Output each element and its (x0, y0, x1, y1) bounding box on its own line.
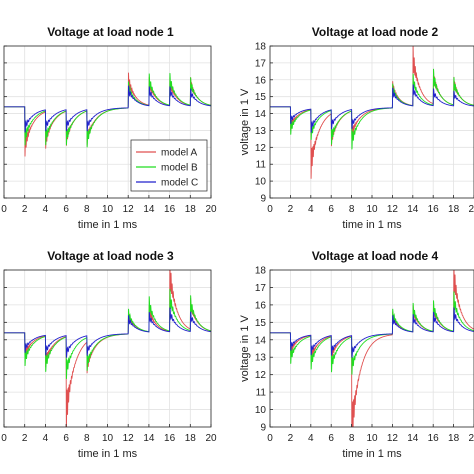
y-tick-label: 14 (255, 109, 267, 120)
x-tick-label: 14 (407, 433, 419, 444)
x-tick-label: 20 (468, 433, 474, 444)
x-tick-label: 16 (164, 433, 176, 444)
x-tick-label: 20 (205, 204, 217, 215)
chart-panel-2: 0 2 4 6 8 10 12 14 16 18 20 9 10 11 12 13 14 15 16 17 18 Volt… (239, 25, 474, 231)
x-tick-label: 8 (349, 204, 355, 215)
x-tick-label: 6 (63, 204, 69, 215)
y-tick-label: 9 (260, 194, 266, 205)
x-tick-label: 12 (387, 204, 399, 215)
series-line-model-c (270, 84, 474, 133)
x-tick-label: 8 (84, 204, 90, 215)
x-tick-label: 2 (22, 204, 28, 215)
x-tick-label: 4 (308, 433, 314, 444)
x-tick-label: 18 (185, 433, 197, 444)
chart-title: Voltage at load node 4 (312, 249, 439, 263)
y-tick-label: 9 (260, 423, 266, 434)
chart-title: Voltage at load node 3 (47, 249, 174, 263)
y-tick-label: 17 (255, 58, 267, 69)
y-tick-label: 14 (255, 335, 267, 346)
chart-panel-1: 024681012141618209101112131415161718Volt… (0, 25, 217, 231)
x-tick-label: 6 (63, 433, 69, 444)
y-tick-label: 15 (255, 92, 267, 103)
x-tick-label: 20 (468, 204, 474, 215)
chart-title: Voltage at load node 2 (312, 25, 439, 39)
x-tick-label: 2 (22, 433, 28, 444)
x-axis-label: time in 1 ms (78, 219, 138, 231)
y-axis-label: voltage in 1 V (239, 88, 251, 155)
x-tick-label: 10 (102, 433, 114, 444)
y-tick-label: 11 (256, 388, 267, 399)
x-tick-label: 14 (143, 204, 155, 215)
y-tick-label: 12 (255, 370, 267, 381)
legend-entry: model B (161, 163, 198, 174)
y-tick-label: 13 (255, 126, 267, 137)
x-tick-label: 18 (448, 204, 460, 215)
x-tick-label: 12 (387, 433, 399, 444)
x-tick-label: 6 (328, 204, 334, 215)
series-line-model-b (270, 291, 474, 375)
legend-entry: model C (161, 178, 198, 189)
x-tick-label: 2 (288, 433, 294, 444)
y-tick-label: 16 (255, 75, 267, 86)
y-tick-label: 11 (256, 160, 267, 171)
x-tick-label: 0 (267, 204, 273, 215)
x-tick-label: 10 (102, 204, 114, 215)
series-line-model-c (4, 307, 211, 358)
x-tick-label: 12 (123, 204, 135, 215)
x-tick-label: 16 (164, 204, 176, 215)
x-tick-label: 8 (349, 433, 355, 444)
y-tick-label: 18 (255, 266, 267, 277)
y-tick-label: 16 (255, 300, 267, 311)
y-tick-label: 18 (255, 42, 267, 53)
x-tick-label: 0 (267, 433, 273, 444)
y-tick-label: 15 (255, 318, 267, 329)
y-tick-label: 13 (255, 353, 267, 364)
x-tick-label: 16 (428, 433, 440, 444)
x-tick-label: 14 (143, 433, 155, 444)
series-line-model-b (270, 68, 474, 150)
x-tick-label: 6 (328, 433, 334, 444)
series-line-model-b (4, 73, 211, 148)
x-tick-label: 12 (123, 433, 135, 444)
chart-title: Voltage at load node 1 (47, 25, 174, 39)
series-line-model-c (270, 307, 474, 358)
x-tick-label: 0 (1, 433, 7, 444)
series-line-model-c (4, 85, 211, 133)
legend-entry: model A (161, 148, 197, 159)
x-tick-label: 10 (366, 204, 378, 215)
x-tick-label: 0 (1, 204, 7, 215)
y-tick-label: 17 (255, 283, 267, 294)
x-tick-label: 4 (43, 433, 49, 444)
x-tick-label: 10 (366, 433, 378, 444)
y-tick-label: 12 (255, 143, 267, 154)
y-tick-label: 10 (255, 405, 267, 416)
x-tick-label: 2 (288, 204, 294, 215)
x-tick-label: 14 (407, 204, 419, 215)
x-axis-label: time in 1 ms (342, 219, 402, 231)
y-axis-label: voltage in 1 V (239, 315, 251, 382)
series-line-model-b (4, 289, 211, 380)
chart-panel-3: 024681012141618209101112131415161718Volt… (0, 249, 217, 460)
x-tick-label: 8 (84, 433, 90, 444)
x-tick-label: 18 (185, 204, 197, 215)
chart-panel-4: 0 2 4 6 8 10 12 14 16 18 20 9 10 11 12 13 14 15 16 17 18 Volt… (239, 249, 474, 460)
x-axis-label: time in 1 ms (78, 448, 138, 460)
x-tick-label: 4 (43, 204, 49, 215)
x-axis-label: time in 1 ms (342, 448, 402, 460)
legend: model A model B model C (130, 139, 208, 192)
x-tick-label: 4 (308, 204, 314, 215)
x-tick-label: 18 (448, 433, 460, 444)
x-tick-label: 20 (205, 433, 217, 444)
y-tick-label: 10 (255, 177, 267, 188)
x-tick-label: 16 (428, 204, 440, 215)
